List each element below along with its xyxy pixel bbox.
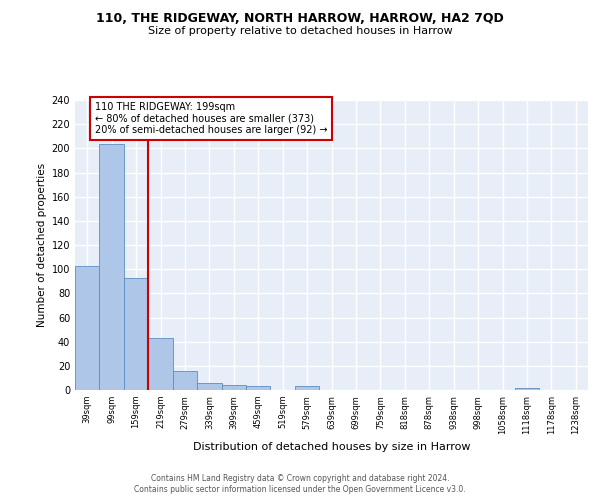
Bar [173, 370, 197, 390]
X-axis label: Distribution of detached houses by size in Harrow: Distribution of detached houses by size … [193, 442, 470, 452]
Text: 110, THE RIDGEWAY, NORTH HARROW, HARROW, HA2 7QD: 110, THE RIDGEWAY, NORTH HARROW, HARROW,… [96, 12, 504, 26]
Bar [148, 338, 173, 390]
Text: Contains HM Land Registry data © Crown copyright and database right 2024.
Contai: Contains HM Land Registry data © Crown c… [134, 474, 466, 494]
Bar [295, 386, 319, 390]
Bar [515, 388, 539, 390]
Bar [221, 385, 246, 390]
Bar [124, 278, 148, 390]
Text: Size of property relative to detached houses in Harrow: Size of property relative to detached ho… [148, 26, 452, 36]
Text: 110 THE RIDGEWAY: 199sqm
← 80% of detached houses are smaller (373)
20% of semi-: 110 THE RIDGEWAY: 199sqm ← 80% of detach… [95, 102, 327, 134]
Bar [100, 144, 124, 390]
Bar [75, 266, 100, 390]
Y-axis label: Number of detached properties: Number of detached properties [37, 163, 47, 327]
Bar [197, 383, 221, 390]
Bar [246, 386, 271, 390]
